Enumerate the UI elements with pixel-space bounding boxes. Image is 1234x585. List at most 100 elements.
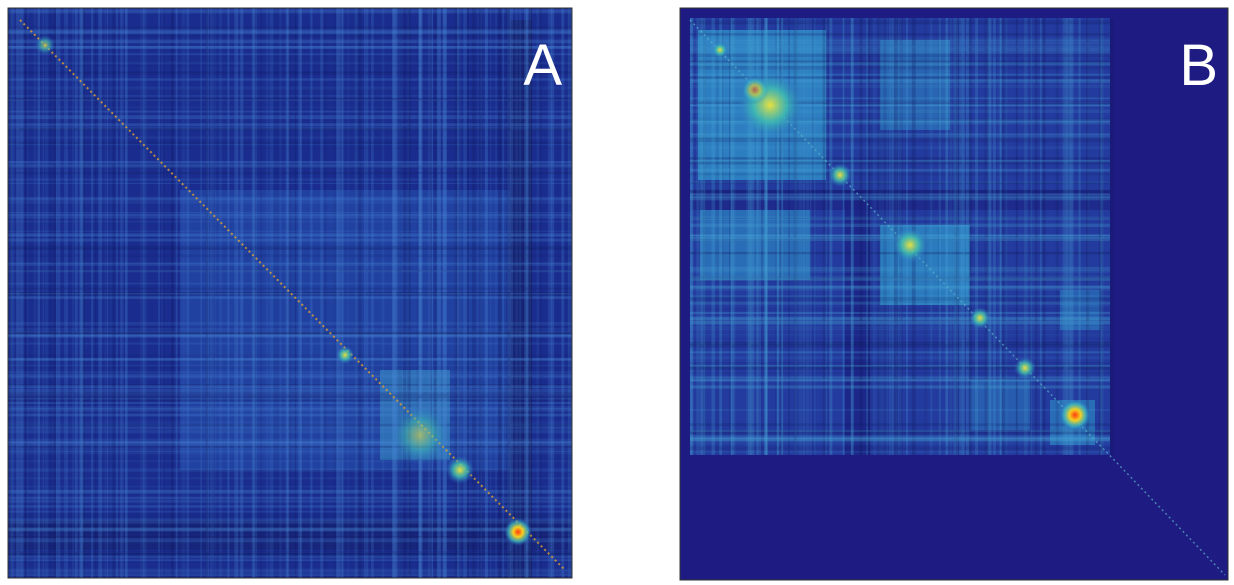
heatmap-stripe bbox=[443, 8, 447, 578]
heatmap-stripe bbox=[241, 8, 244, 578]
heatmap-stripe bbox=[690, 341, 1110, 346]
heatmap-stripe bbox=[53, 8, 57, 578]
heatmap-stripe bbox=[8, 376, 572, 379]
heatmap-stripe bbox=[8, 536, 572, 538]
heatmap-stripe bbox=[98, 8, 103, 578]
panel-label: B bbox=[1179, 33, 1218, 98]
heatmap-stripe bbox=[454, 8, 458, 578]
heatmap-stripe bbox=[690, 218, 1110, 220]
heatmap-stripe bbox=[254, 8, 257, 578]
hotspot bbox=[336, 346, 354, 364]
heatmap-stripe bbox=[690, 117, 1110, 121]
heatmap-stripe bbox=[265, 8, 269, 578]
heatmap-stripe bbox=[690, 312, 1110, 314]
heatmap-stripe bbox=[8, 496, 572, 500]
heatmap-stripe bbox=[8, 297, 572, 299]
heatmap-stripe bbox=[8, 396, 572, 398]
heatmap-stripe bbox=[968, 18, 972, 455]
heatmap-stripe bbox=[8, 10, 572, 12]
heatmap-stripe bbox=[336, 8, 340, 578]
heatmap-stripe bbox=[8, 459, 572, 463]
heatmap-stripe bbox=[8, 526, 572, 530]
heatmap-stripe bbox=[106, 8, 109, 578]
heatmap-stripe bbox=[690, 372, 1110, 374]
heatmap-stripe bbox=[11, 8, 14, 578]
heatmap-stripe bbox=[427, 8, 432, 578]
heatmap-stripe bbox=[8, 127, 572, 130]
heatmap-stripe bbox=[395, 8, 398, 578]
panel-b: B bbox=[680, 8, 1228, 580]
heatmap-stripe bbox=[8, 141, 572, 144]
heatmap-stripe bbox=[8, 528, 572, 532]
heatmap-stripe bbox=[392, 8, 397, 578]
heatmap-stripe bbox=[294, 8, 297, 578]
heatmap-stripe bbox=[8, 438, 572, 442]
heatmap-stripe bbox=[347, 8, 349, 578]
heatmap-stripe bbox=[339, 8, 343, 578]
heatmap-stripe bbox=[8, 451, 572, 455]
heatmap-stripe bbox=[1064, 18, 1068, 455]
heatmap-block bbox=[880, 40, 950, 130]
heatmap-stripe bbox=[66, 8, 69, 578]
heatmap-stripe bbox=[8, 165, 572, 169]
hotspot bbox=[504, 518, 532, 546]
heatmap-stripe bbox=[236, 8, 239, 578]
heatmap-stripe bbox=[116, 8, 118, 578]
heatmap-stripe bbox=[690, 104, 1110, 107]
heatmap-stripe bbox=[8, 215, 572, 218]
heatmap-stripe bbox=[690, 73, 1110, 76]
heatmap-stripe bbox=[502, 8, 504, 578]
heatmap-stripe bbox=[8, 263, 572, 266]
diagonal bbox=[19, 19, 566, 571]
heatmap-stripe bbox=[8, 295, 572, 299]
heatmap-stripe bbox=[8, 211, 572, 214]
heatmap-stripe bbox=[690, 296, 1110, 301]
heatmap-stripe bbox=[690, 378, 1110, 382]
heatmap-stripe bbox=[269, 8, 274, 578]
heatmap-stripe bbox=[72, 8, 74, 578]
heatmap-stripe bbox=[690, 181, 1110, 184]
heatmap-stripe bbox=[526, 8, 530, 578]
heatmap-stripe bbox=[550, 8, 555, 578]
heatmap-stripe bbox=[285, 8, 290, 578]
heatmap-stripe bbox=[235, 8, 237, 578]
heatmap-stripe bbox=[1040, 18, 1042, 455]
heatmap-stripe bbox=[104, 8, 107, 578]
heatmap-stripe bbox=[8, 213, 572, 217]
heatmap-stripe bbox=[758, 18, 762, 455]
heatmap-stripe bbox=[16, 8, 20, 578]
heatmap-stripe bbox=[690, 270, 1110, 273]
heatmap-stripe bbox=[33, 8, 37, 578]
heatmap-stripe bbox=[690, 104, 1110, 106]
heatmap-stripe bbox=[8, 394, 572, 399]
heatmap-stripe bbox=[8, 71, 572, 75]
heatmap-stripe bbox=[8, 524, 572, 528]
heatmap-stripe bbox=[937, 18, 939, 455]
panel-border bbox=[7, 7, 573, 579]
heatmap-stripe bbox=[1030, 18, 1033, 455]
heatmap-stripe bbox=[219, 8, 223, 578]
heatmap-stripe bbox=[276, 8, 279, 578]
heatmap-stripe bbox=[8, 331, 572, 335]
heatmap-stripe bbox=[8, 373, 572, 377]
heatmap-stripe bbox=[690, 217, 1110, 221]
heatmap-stripe bbox=[1042, 18, 1046, 455]
heatmap-stripe bbox=[690, 326, 1110, 328]
heatmap-stripe bbox=[145, 8, 148, 578]
heatmap-stripe bbox=[845, 190, 870, 455]
heatmap-stripe bbox=[690, 409, 1110, 411]
heatmap-stripe bbox=[25, 8, 28, 578]
heatmap-stripe bbox=[8, 365, 572, 370]
heatmap-stripe bbox=[8, 426, 572, 429]
heatmap-stripe bbox=[42, 8, 45, 578]
heatmap-stripe bbox=[690, 53, 1110, 58]
heatmap-stripe bbox=[8, 489, 572, 493]
heatmap-stripe bbox=[8, 569, 572, 574]
heatmap-stripe bbox=[8, 392, 572, 396]
heatmap-stripe bbox=[125, 8, 128, 578]
heatmap-stripe bbox=[949, 18, 953, 455]
heatmap-stripe bbox=[793, 18, 797, 455]
heatmap-stripe bbox=[8, 552, 572, 554]
heatmap-stripe bbox=[519, 8, 522, 578]
heatmap-stripe bbox=[364, 8, 366, 578]
